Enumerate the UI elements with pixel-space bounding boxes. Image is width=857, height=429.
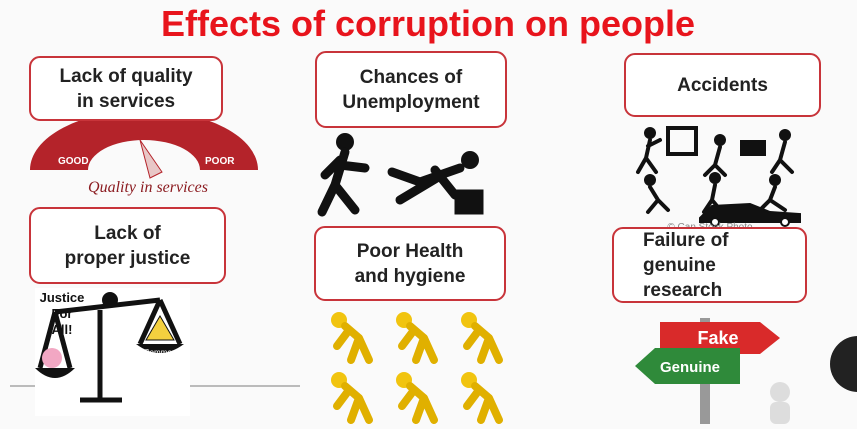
figure-body xyxy=(398,322,438,364)
gauge-good: GOOD xyxy=(58,156,89,167)
sign-illustration: Fake Genuine xyxy=(635,318,790,424)
justice-heading: All! xyxy=(52,322,73,337)
health-illustration xyxy=(331,312,503,424)
figure-body xyxy=(333,322,373,364)
justice-rich: Rich xyxy=(46,377,64,387)
card-box xyxy=(29,56,223,121)
justice-illustration: Justice For All! Common Rich 5% xyxy=(35,288,190,416)
card-label: genuine xyxy=(643,255,716,276)
sign-genuine: Genuine xyxy=(660,359,720,376)
card-label: Failure of xyxy=(643,230,729,251)
sign-fake: Fake xyxy=(697,328,738,348)
justice-rich: 5% xyxy=(48,387,61,397)
card-label: Lack of xyxy=(94,223,161,244)
justice-common: Common xyxy=(144,348,176,357)
figure-body xyxy=(463,322,503,364)
card-label: and hygiene xyxy=(355,266,466,287)
card-box xyxy=(315,51,507,128)
gauge-illustration: GOOD POOR Quality in services xyxy=(30,110,258,196)
card-box xyxy=(612,227,807,303)
card-box xyxy=(314,226,506,301)
figure-body xyxy=(398,382,438,424)
card-box xyxy=(624,53,821,117)
gauge-caption: Quality in services xyxy=(88,179,208,196)
card-label: Poor Health xyxy=(357,241,464,262)
cards: Lack of quality in services Chances of Unem… xyxy=(29,51,821,303)
gauge-poor: POOR xyxy=(205,156,235,167)
card-label: Chances of xyxy=(360,67,463,88)
card-label: Unemployment xyxy=(342,92,480,113)
accidents-illustration xyxy=(636,126,801,227)
justice-heading: Justice xyxy=(40,290,85,305)
justice-heading: For xyxy=(52,306,73,321)
card-label: in services xyxy=(77,91,175,112)
card-label: Lack of quality xyxy=(59,66,192,87)
card-label: proper justice xyxy=(65,248,191,269)
card-label: Accidents xyxy=(677,75,768,96)
nav-button[interactable] xyxy=(830,336,857,392)
slide-title: Effects of corruption on people xyxy=(161,3,695,44)
figure-body xyxy=(333,382,373,424)
figure-body xyxy=(463,382,503,424)
card-label: research xyxy=(643,280,722,301)
unemployment-illustration xyxy=(317,133,484,217)
card-box xyxy=(29,207,226,284)
